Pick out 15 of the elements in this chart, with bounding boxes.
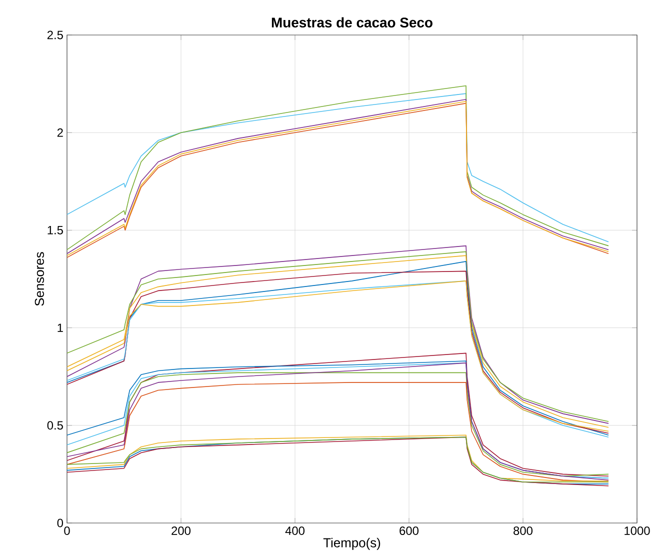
y-tick-label: 1 — [58, 324, 63, 332]
y-tick-label: 0 — [57, 518, 64, 528]
y-tick-label: 2.5 — [47, 30, 63, 40]
x-tick-label: 0 — [64, 526, 70, 535]
x-tick-label: 400 — [285, 526, 305, 535]
chart-title: Muestras de cacao Seco — [272, 17, 432, 28]
y-tick-label: 2 — [57, 128, 63, 137]
x-axis-title: Tiempo(s) — [323, 538, 380, 550]
y-tick-label: 1.5 — [48, 226, 63, 234]
y-tick-label: 0.5 — [47, 421, 63, 430]
y-axis-title: Sensores — [34, 252, 44, 306]
x-tick-label: 1000 — [624, 526, 650, 535]
x-tick-label: 200 — [172, 526, 191, 535]
x-tick-label: 800 — [514, 526, 533, 535]
x-tick-label: 600 — [400, 526, 419, 535]
